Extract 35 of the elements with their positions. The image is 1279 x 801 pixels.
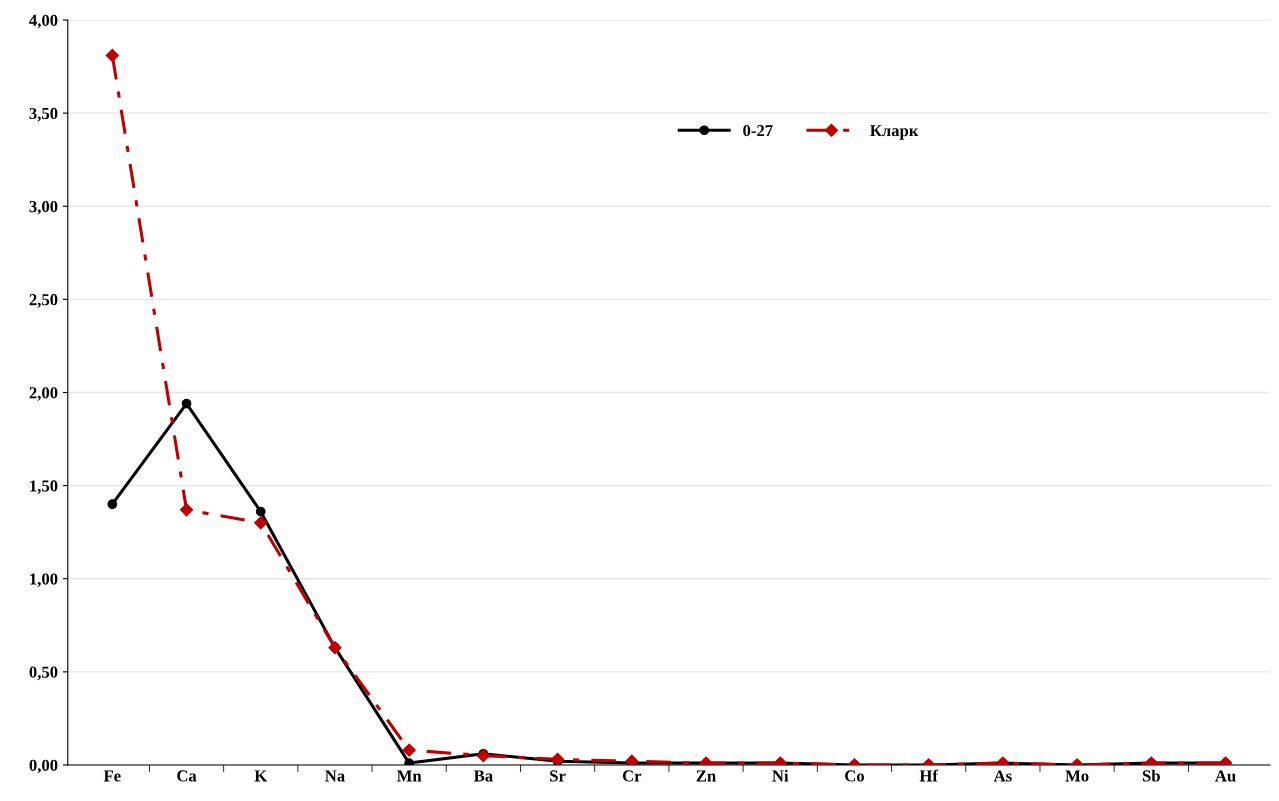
y-tick-label: 1,00 [30, 573, 58, 588]
x-tick-label: Ni [772, 769, 789, 782]
y-tick-label: 2,00 [29, 387, 58, 401]
point [551, 752, 565, 765]
x-tick-label: Zn [696, 770, 716, 782]
x-tick-label: Sr [550, 770, 566, 782]
point [625, 754, 639, 765]
x-tick-label: Hf [919, 769, 939, 782]
x-tick-label: Au [1215, 770, 1236, 782]
x-tick-label: Cr [622, 770, 642, 782]
x-tick-label: Sb [1142, 769, 1160, 782]
x-tick-label: As [993, 770, 1012, 782]
x-tick-label: Na [325, 770, 345, 782]
y-tick-label: 0,00 [29, 759, 58, 774]
x-tick-label: Mo [1065, 770, 1089, 782]
x-tick-label: Ca [177, 770, 197, 782]
point [254, 516, 268, 530]
x-tick-label: K [254, 770, 268, 782]
point [181, 398, 192, 409]
y-tick-label: 2,50 [29, 294, 58, 308]
x-tick-label: Mn [396, 770, 422, 782]
legend-label: 0-27 [743, 125, 773, 137]
point [402, 743, 416, 757]
x-tick-label: Fe [103, 770, 121, 782]
point [107, 499, 118, 510]
y-tick-label: 0,50 [29, 666, 58, 681]
y-tick-label: 1,50 [30, 480, 58, 494]
y-tick-label: 3,50 [29, 107, 58, 122]
x-tick-label: Ba [473, 770, 493, 782]
y-tick-label: 4,00 [29, 14, 58, 29]
x-tick-label: Co [845, 770, 864, 782]
y-tick-label: 3,00 [29, 200, 58, 215]
legend-label: Кларк [870, 125, 919, 140]
point [179, 503, 194, 517]
point [255, 506, 266, 517]
